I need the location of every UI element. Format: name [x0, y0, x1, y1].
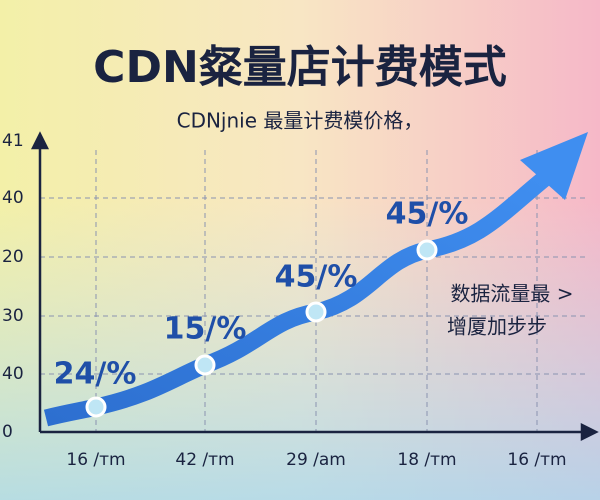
points: [85, 239, 438, 418]
point-label: 15/%: [164, 312, 247, 347]
axes: [30, 131, 599, 442]
y-label: 40: [2, 364, 24, 384]
x-label: 16 /тm: [507, 450, 566, 470]
y-label: 40: [2, 188, 24, 208]
point: [305, 301, 327, 323]
y-label: 20: [2, 247, 24, 267]
x-label: 42 /тm: [175, 450, 234, 470]
x-label: 29 /am: [286, 450, 346, 470]
point: [85, 396, 107, 418]
annotation-line: 增厦加步步: [447, 315, 547, 339]
point-label: 45/%: [275, 260, 358, 295]
y-axis-labels: 41 40 20 30 40 0: [2, 131, 24, 442]
y-label: 30: [2, 306, 24, 326]
y-axis-arrow: [30, 131, 50, 150]
x-label: 18 /тm: [397, 450, 456, 470]
annotation-line: 数据流量最 >: [450, 282, 573, 306]
y-label: 0: [2, 422, 13, 442]
subtitle: CDNjnie 最量计费模价格，: [177, 109, 424, 133]
point: [416, 239, 438, 261]
x-axis-arrow: [580, 422, 599, 442]
x-axis-labels: 16 /тm 42 /тm 29 /am 18 /тm 16 /тm: [66, 450, 566, 470]
y-label: 41: [2, 131, 24, 151]
x-label: 16 /тm: [66, 450, 125, 470]
title: CDN粲量店计费模式: [93, 42, 507, 93]
point-label: 24/%: [54, 357, 137, 392]
point: [194, 354, 216, 376]
point-label: 45/%: [386, 197, 469, 232]
trend-arrow: [520, 132, 588, 200]
